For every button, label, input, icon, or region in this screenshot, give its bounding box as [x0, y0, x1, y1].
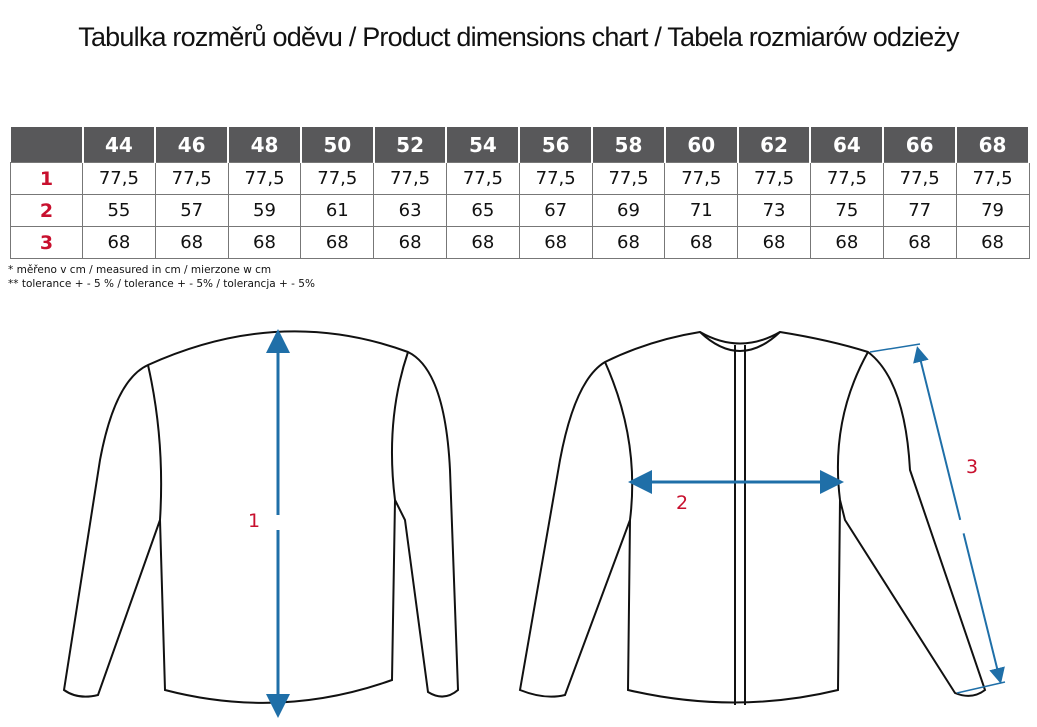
- measure-label-3: 3: [966, 456, 979, 478]
- table-cell: 67: [518, 194, 593, 227]
- table-cell: 77,5: [373, 162, 447, 195]
- table-cell: 77,5: [882, 162, 957, 195]
- size-header-46: 46: [154, 127, 230, 163]
- table-cell: 77,5: [591, 162, 666, 195]
- row-label: 3: [10, 226, 83, 259]
- jacket-back: [62, 330, 460, 704]
- sleeve-guide-bottom: [956, 681, 1006, 694]
- size-table: 44 46 48 50 52 54 56 58 60 62 64 66 68 1 77,5 77,5 77,5…: [10, 127, 1030, 259]
- table-cell: 75: [809, 194, 884, 227]
- table-cell: 68: [664, 226, 739, 259]
- table-cell: 68: [227, 226, 302, 259]
- table-cell: 77: [882, 194, 957, 227]
- size-header-48: 48: [227, 127, 302, 163]
- sleeve-guide-top: [869, 343, 921, 353]
- table-cell: 61: [300, 194, 375, 227]
- table-cell: 68: [518, 226, 593, 259]
- table-cell: 68: [300, 226, 375, 259]
- table-cell: 68: [591, 226, 666, 259]
- corner-cell: [10, 127, 84, 163]
- size-header-64: 64: [809, 127, 885, 163]
- table-cell: 77,5: [809, 162, 884, 195]
- size-header-58: 58: [591, 127, 666, 163]
- size-header-68: 68: [955, 127, 1030, 163]
- row-label: 1: [10, 162, 83, 195]
- table-cell: 77,5: [445, 162, 520, 195]
- table-cell: 69: [591, 194, 666, 227]
- size-header-56: 56: [518, 127, 594, 163]
- table-cell: 68: [154, 226, 229, 259]
- table-cell: 77,5: [955, 162, 1030, 195]
- note-measurement: * měřeno v cm / measured in cm / mierzon…: [8, 264, 272, 276]
- size-header-62: 62: [736, 127, 812, 163]
- measure-arrow-sleeve: [913, 346, 1005, 684]
- note-tolerance: ** tolerance + - 5 % / tolerance + - 5% …: [8, 278, 315, 290]
- size-header-row: 44 46 48 50 52 54 56 58 60 62 64 66 68: [10, 127, 1030, 163]
- table-cell: 68: [445, 226, 520, 259]
- table-cell: 68: [82, 226, 156, 259]
- table-cell: 57: [154, 194, 229, 227]
- size-header-60: 60: [663, 127, 739, 163]
- size-header-44: 44: [81, 127, 157, 163]
- size-header-50: 50: [299, 127, 375, 163]
- size-header-54: 54: [445, 127, 521, 163]
- measure-label-1: 1: [248, 510, 261, 532]
- table-cell: 68: [882, 226, 957, 259]
- table-cell: 68: [737, 226, 811, 259]
- jacket-front: [518, 330, 987, 705]
- table-cell: 68: [373, 226, 447, 259]
- table-cell: 77,5: [300, 162, 375, 195]
- measure-label-2: 2: [676, 492, 689, 514]
- table-cell: 59: [227, 194, 302, 227]
- notes: * měřeno v cm / measured in cm / mierzon…: [8, 263, 315, 291]
- page-title: Tabulka rozměrů oděvu / Product dimensio…: [78, 22, 959, 52]
- size-header-52: 52: [372, 127, 448, 163]
- table-cell: 68: [955, 226, 1030, 259]
- size-header-66: 66: [882, 127, 958, 163]
- table-row: 3 68 68 68 68 68 68 68 68 68 68 68 68 68: [10, 226, 1030, 259]
